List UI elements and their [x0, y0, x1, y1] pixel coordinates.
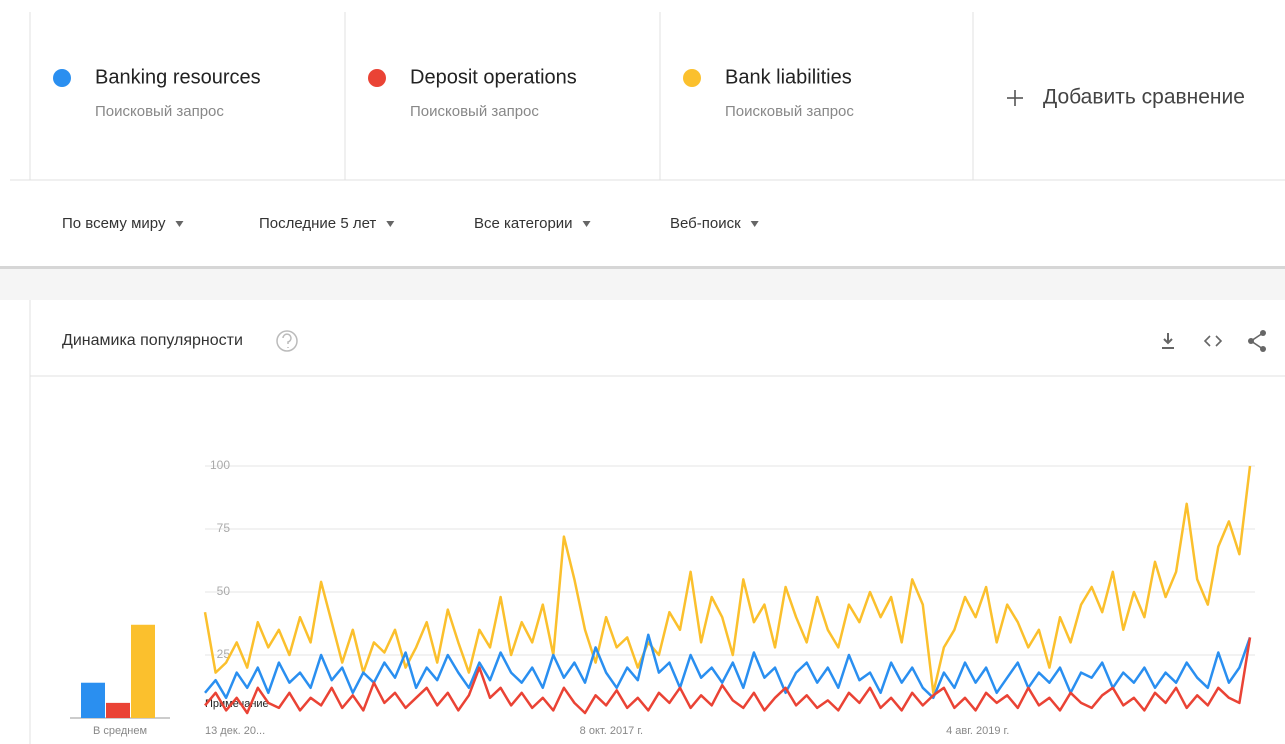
y-tick-label: 100	[210, 458, 230, 472]
share-icon[interactable]	[1248, 330, 1266, 352]
y-tick-label: 50	[217, 584, 231, 598]
average-bar	[81, 682, 105, 718]
term-dot	[683, 69, 701, 87]
add-comparison-label[interactable]: Добавить сравнение	[1043, 86, 1245, 109]
dropdown-arrow	[175, 221, 184, 227]
help-icon[interactable]	[276, 330, 298, 352]
embed-icon[interactable]	[1203, 335, 1223, 347]
filter[interactable]: По всему миру	[62, 215, 166, 232]
series-line	[203, 465, 1252, 695]
dropdown-arrow	[750, 221, 759, 227]
download-icon[interactable]	[1162, 333, 1174, 349]
x-tick-label: 8 окт. 2017 г.	[580, 725, 643, 737]
help-glyph	[282, 333, 292, 348]
term-name[interactable]: Deposit operations	[410, 66, 577, 88]
gap	[0, 269, 1285, 300]
dropdown-arrow	[386, 221, 395, 227]
term-name[interactable]: Banking resources	[95, 66, 261, 88]
add-comparison[interactable]: Добавить сравнение	[1007, 86, 1245, 109]
share-dot	[1260, 330, 1266, 336]
dropdown-arrow	[582, 221, 591, 227]
x-tick-label: 4 авг. 2019 г.	[946, 725, 1009, 737]
average-bar	[106, 702, 130, 718]
x-tick-label: 13 дек. 20...	[205, 725, 265, 737]
share-dot	[1260, 346, 1266, 352]
y-tick-label: 25	[217, 647, 231, 661]
series-line	[204, 637, 1252, 715]
term-subtitle: Поисковый запрос	[95, 103, 224, 120]
term-subtitle: Поисковый запрос	[410, 103, 539, 120]
average-bar	[131, 624, 155, 718]
average-label: В среднем	[93, 725, 147, 737]
shadow	[0, 266, 1285, 269]
card-title: Динамика популярности	[62, 332, 243, 349]
filter[interactable]: Последние 5 лет	[259, 215, 376, 232]
series-line	[204, 633, 1252, 700]
filter[interactable]: Веб-поиск	[670, 215, 741, 232]
filter[interactable]: Все категории	[474, 215, 573, 232]
y-tick-label: 75	[217, 521, 231, 535]
term-subtitle: Поисковый запрос	[725, 103, 854, 120]
share-dot	[1248, 338, 1254, 344]
term-dot	[368, 69, 386, 87]
term-dot	[53, 69, 71, 87]
term-name[interactable]: Bank liabilities	[725, 66, 852, 88]
